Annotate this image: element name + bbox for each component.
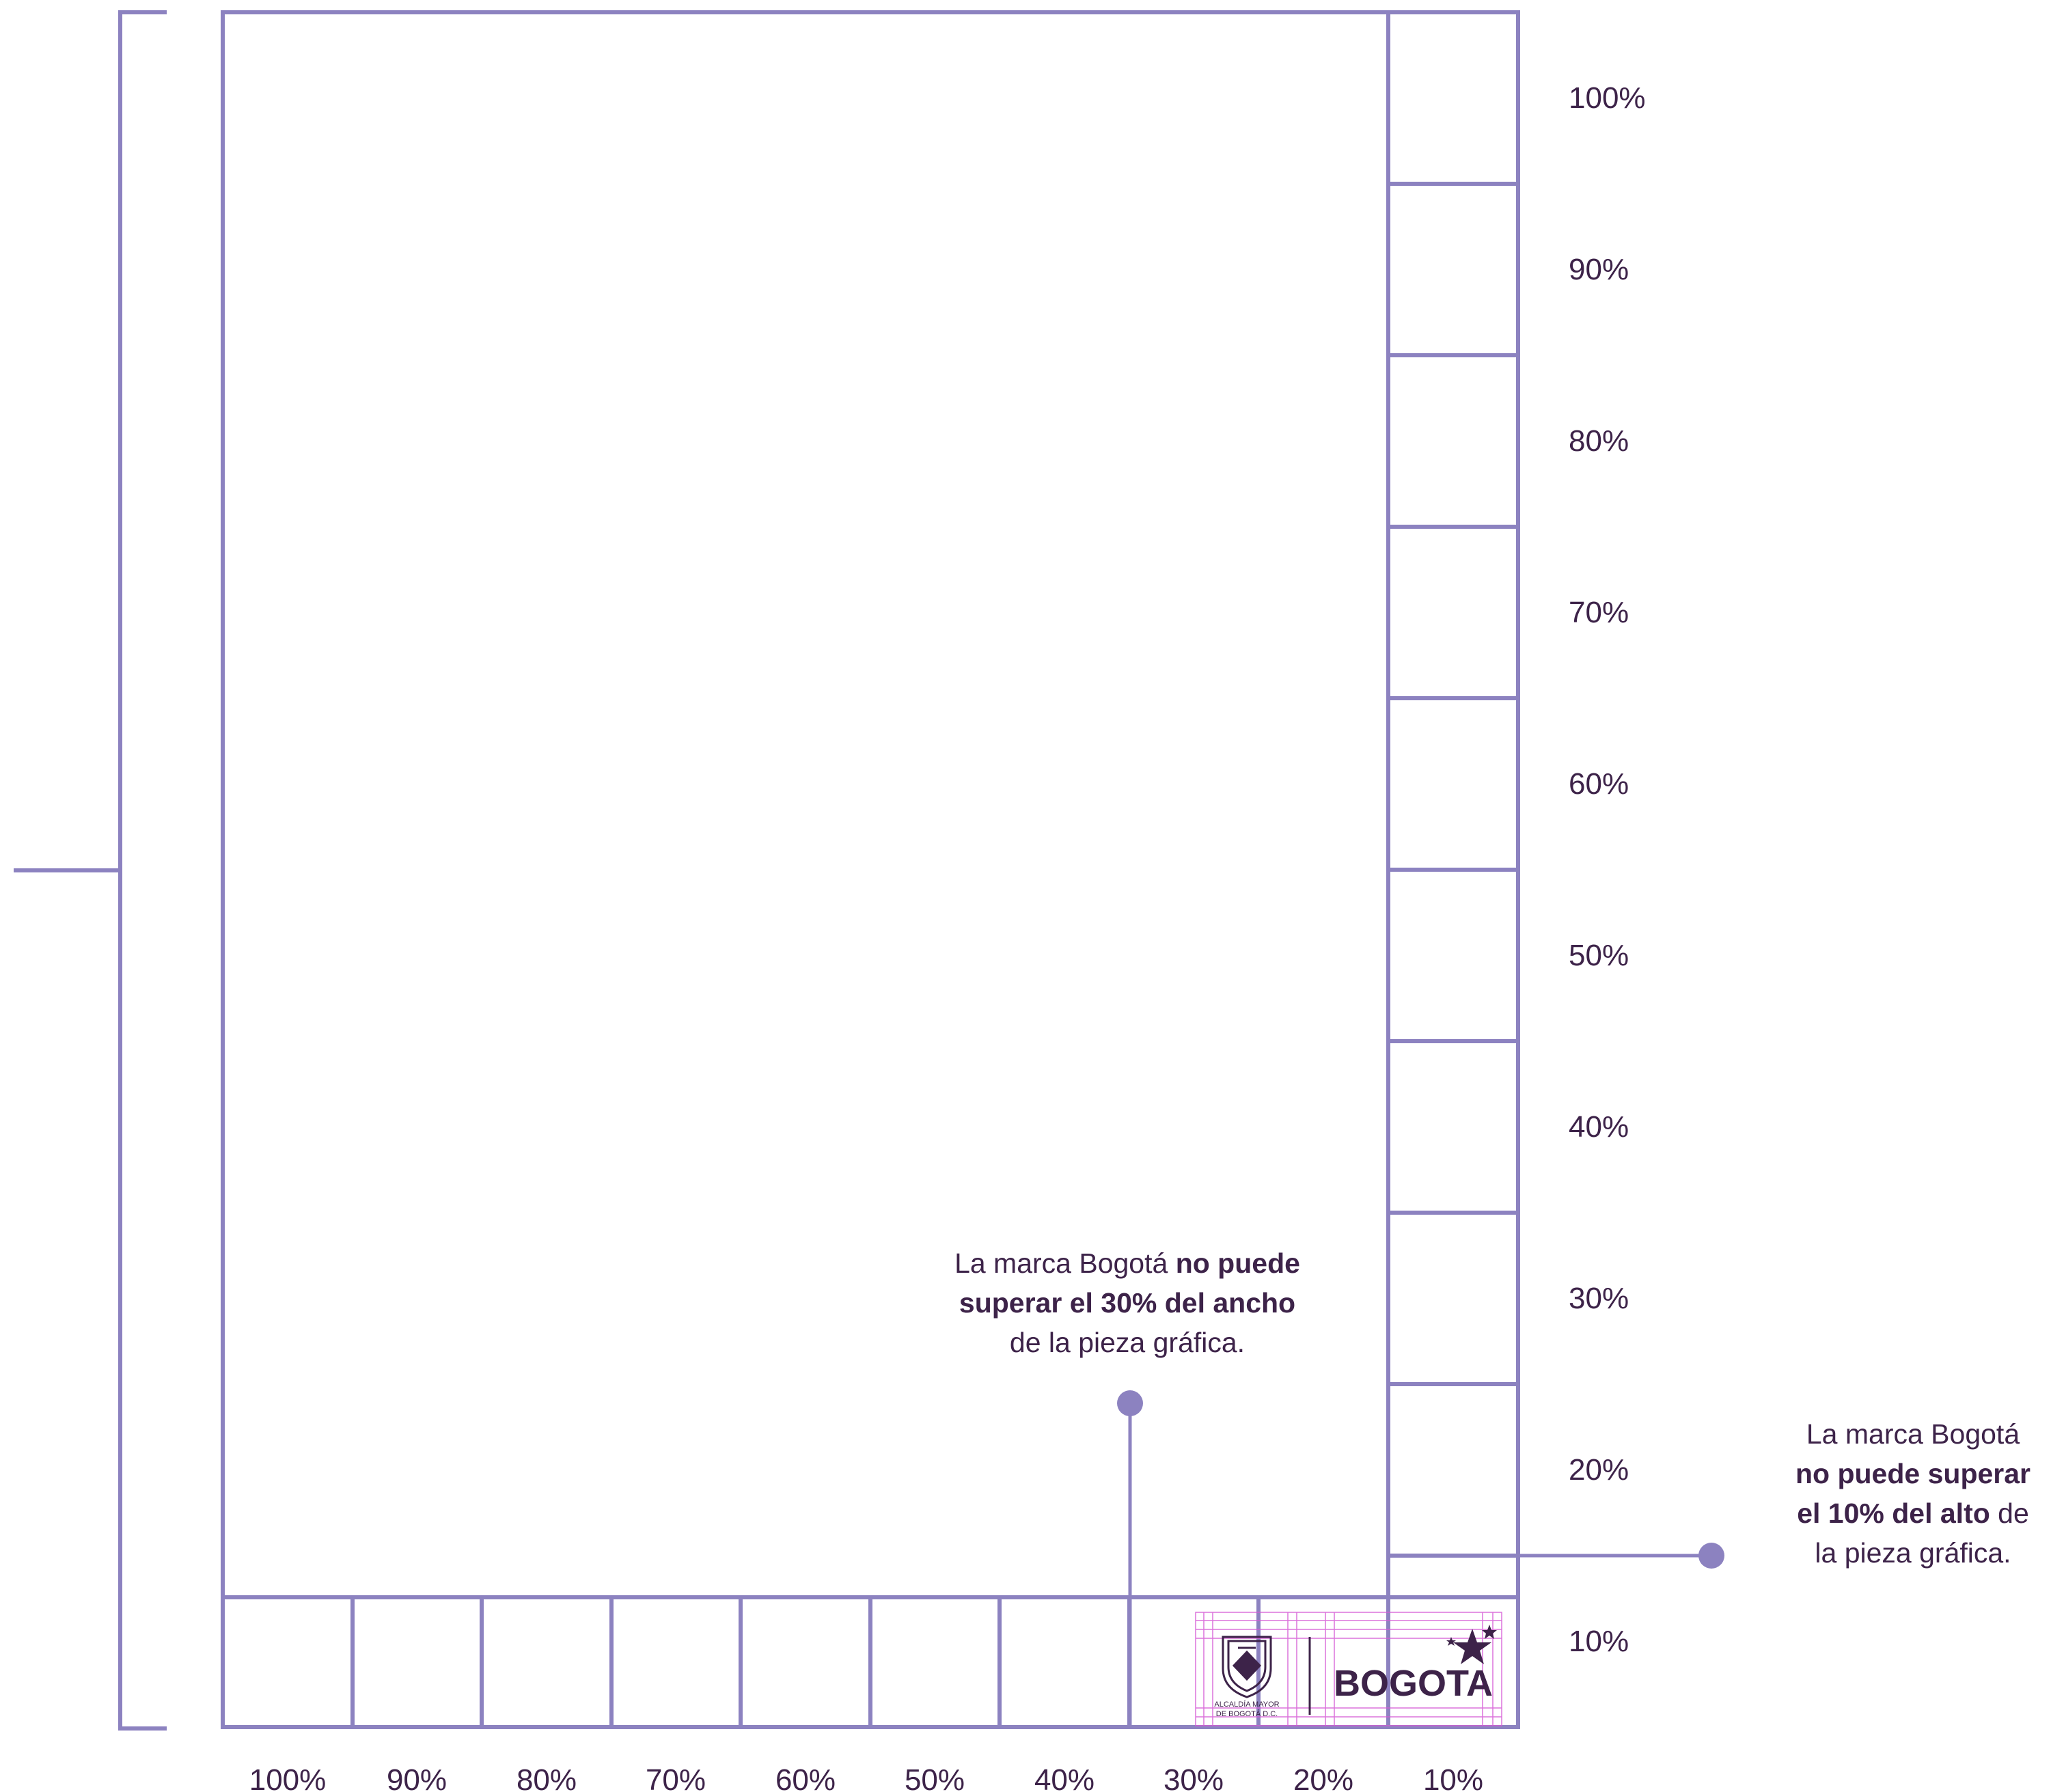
width-callout-pointer — [1117, 1390, 1143, 1727]
bottom-scale-label: 70% — [646, 1763, 706, 1792]
bottom-scale-label: 60% — [775, 1763, 836, 1792]
right-scale-label: 90% — [1569, 253, 1629, 286]
right-scale: 100% 90% 80% 70% 60% 50% 40% 30% 20% 10% — [1569, 81, 1646, 1658]
height-rule-note: La marca Bogotá no puede superar el 10% … — [1749, 1414, 2051, 1573]
height-note-mid: de — [1990, 1498, 2029, 1529]
logo-wordmark: BOGOTA — [1334, 1663, 1493, 1704]
bottom-scale-label: 40% — [1034, 1763, 1095, 1792]
height-note-lead: La marca Bogotá — [1806, 1418, 2020, 1450]
coat-of-arms-icon — [1222, 1636, 1272, 1698]
height-note-bold-1: no puede superar — [1795, 1458, 2031, 1489]
logo-guides — [1195, 1612, 1502, 1726]
right-scale-label: 50% — [1569, 939, 1629, 972]
graphic-piece-frame — [221, 10, 1520, 1729]
right-scale-label: 40% — [1569, 1110, 1629, 1144]
bottom-scale-label: 30% — [1164, 1763, 1224, 1792]
right-scale-label: 60% — [1569, 767, 1629, 801]
right-scale-label: 10% — [1569, 1625, 1629, 1658]
seal-caption-1: ALCALDÍA MAYOR — [1214, 1700, 1279, 1709]
width-grid-row — [223, 1595, 1518, 1727]
bottom-scale: 100% 90% 80% 70% 60% 50% 40% 30% 20% 10% — [249, 1763, 1483, 1792]
width-note-tail: de la pieza gráfica. — [1009, 1327, 1245, 1358]
seal-caption-2: DE BOGOTÁ D.C. — [1216, 1709, 1278, 1718]
right-scale-label: 20% — [1569, 1453, 1629, 1487]
right-scale-label: 100% — [1569, 81, 1646, 115]
right-scale-label: 70% — [1569, 596, 1629, 629]
right-scale-label: 80% — [1569, 424, 1629, 458]
height-callout-pointer — [1388, 1543, 1724, 1569]
width-note-bold: no puede superar el 30% del ancho — [959, 1247, 1300, 1319]
width-note-lead: La marca Bogotá — [954, 1247, 1176, 1279]
height-bracket — [14, 10, 167, 1731]
bogota-logo: ALCALDÍA MAYOR DE BOGOTÁ D.C. BOGOTA — [1195, 1612, 1502, 1726]
height-note-tail: la pieza gráfica. — [1815, 1537, 2011, 1569]
height-grid-column — [1386, 12, 1518, 1599]
bottom-scale-label: 50% — [905, 1763, 965, 1792]
bottom-scale-label: 90% — [387, 1763, 447, 1792]
bottom-scale-label: 100% — [249, 1763, 327, 1792]
height-note-bold-2: el 10% del alto — [1797, 1498, 1990, 1529]
bottom-scale-label: 80% — [517, 1763, 577, 1792]
right-scale-label: 30% — [1569, 1282, 1629, 1315]
width-rule-note: La marca Bogotá no puede superar el 30% … — [909, 1243, 1346, 1362]
bottom-scale-label: 10% — [1423, 1763, 1483, 1792]
star-icon — [1446, 1625, 1497, 1664]
bottom-scale-label: 20% — [1293, 1763, 1353, 1792]
